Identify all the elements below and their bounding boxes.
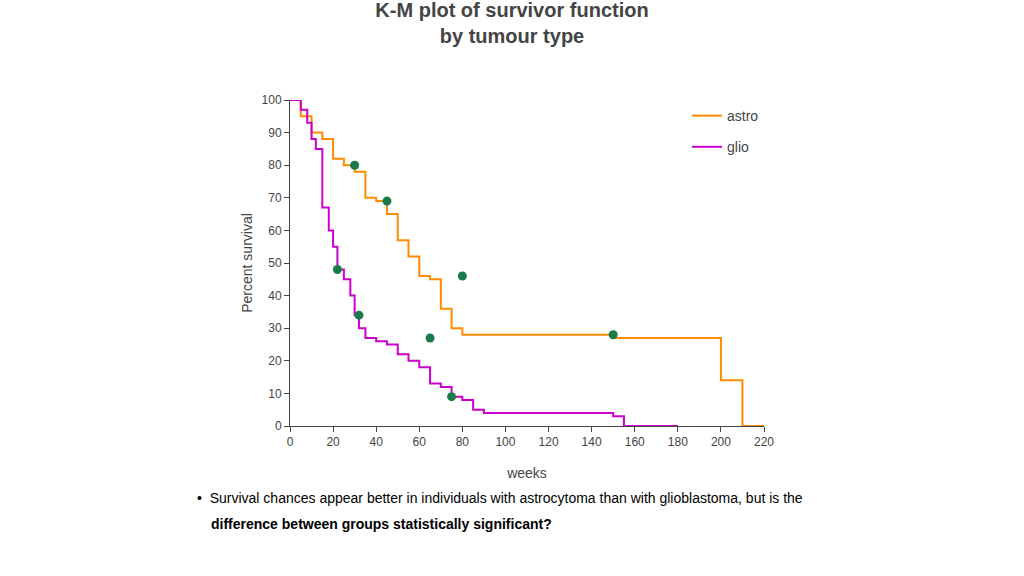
svg-text:80: 80: [268, 158, 282, 172]
svg-text:120: 120: [539, 435, 559, 449]
svg-text:60: 60: [268, 224, 282, 238]
svg-text:K-M plot of survivor functionb: K-M plot of survivor functionby tumour t…: [375, 0, 648, 47]
svg-text:70: 70: [268, 191, 282, 205]
svg-text:0: 0: [275, 419, 282, 433]
svg-text:astro: astro: [727, 108, 758, 124]
svg-text:10: 10: [268, 387, 282, 401]
svg-text:50: 50: [268, 256, 282, 270]
svg-text:weeks: weeks: [506, 465, 547, 481]
svg-text:90: 90: [268, 126, 282, 140]
svg-text:200: 200: [711, 435, 731, 449]
svg-text:• Survival chances appear bet: • Survival chances appear better in indi…: [197, 490, 803, 506]
svg-text:20: 20: [268, 354, 282, 368]
svg-text:60: 60: [413, 435, 427, 449]
svg-text:30: 30: [268, 321, 282, 335]
svg-text:100: 100: [495, 435, 515, 449]
svg-text:glio: glio: [727, 139, 749, 155]
svg-text:140: 140: [582, 435, 602, 449]
svg-text:difference between groups stat: difference between groups statistically …: [211, 516, 552, 532]
svg-text:180: 180: [668, 435, 688, 449]
svg-text:80: 80: [456, 435, 470, 449]
svg-text:100: 100: [262, 93, 282, 107]
svg-text:40: 40: [370, 435, 384, 449]
svg-text:Percent survival: Percent survival: [239, 213, 255, 313]
svg-text:20: 20: [326, 435, 340, 449]
svg-text:40: 40: [268, 289, 282, 303]
svg-text:160: 160: [625, 435, 645, 449]
svg-text:0: 0: [287, 435, 294, 449]
svg-text:220: 220: [754, 435, 774, 449]
